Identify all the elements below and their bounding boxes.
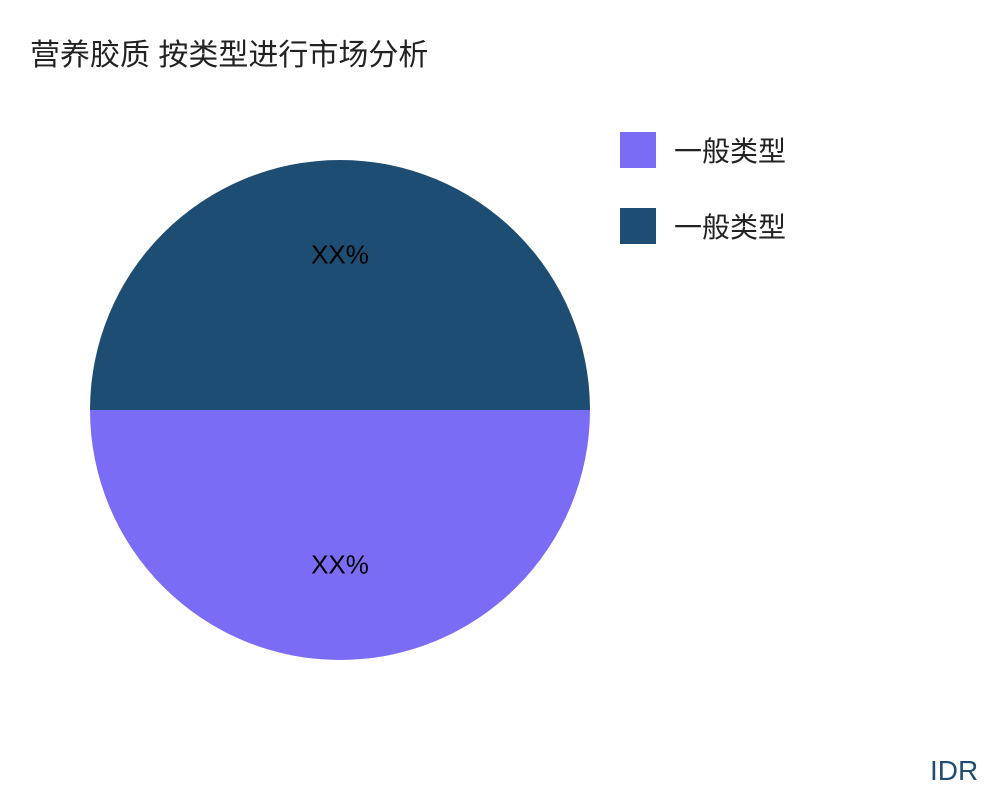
slice-label-1: XX% <box>311 550 369 581</box>
chart-title: 营养胶质 按类型进行市场分析 <box>30 30 428 74</box>
legend-item-0: 一般类型 <box>620 130 786 170</box>
legend-item-1: 一般类型 <box>620 206 786 246</box>
legend-label-1: 一般类型 <box>674 206 786 246</box>
footer-text: IDR <box>930 755 978 787</box>
legend-swatch-1 <box>620 208 656 244</box>
slice-label-0: XX% <box>311 240 369 271</box>
legend-label-0: 一般类型 <box>674 130 786 170</box>
legend: 一般类型 一般类型 <box>620 130 786 282</box>
pie-body <box>90 160 590 660</box>
legend-swatch-0 <box>620 132 656 168</box>
pie-chart: XX% XX% <box>90 160 590 660</box>
